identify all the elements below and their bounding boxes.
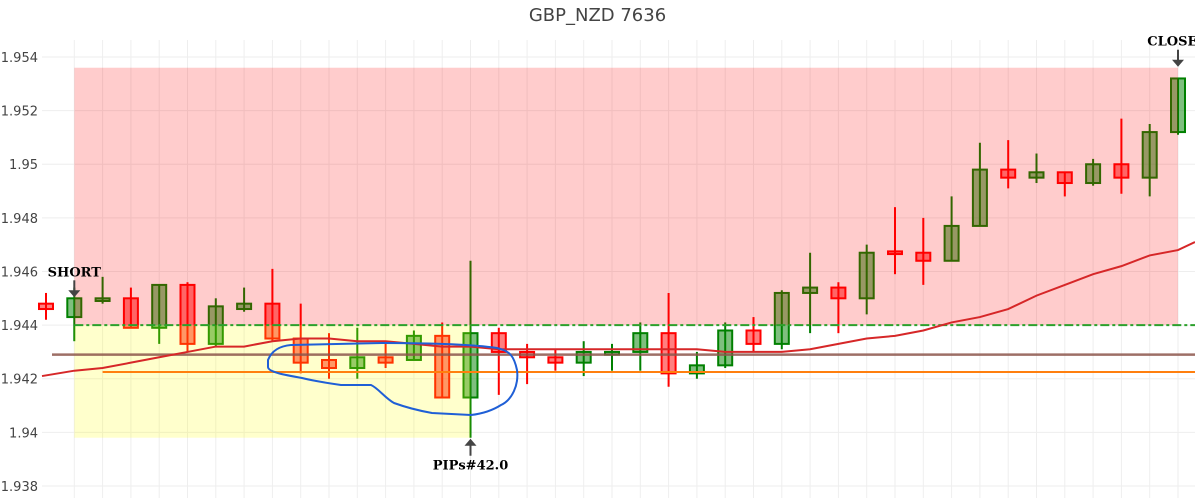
candle-body (745, 329, 762, 345)
zones (74, 67, 1178, 438)
candle-body (122, 297, 139, 329)
candle-body (575, 350, 592, 364)
candle-body (632, 332, 649, 353)
arrow-head-icon (1172, 59, 1184, 67)
annotation-label: PIPs#42.0 (433, 459, 509, 474)
candle-body (547, 356, 564, 364)
arrow-head-icon (68, 290, 81, 298)
candle-body (321, 358, 337, 370)
y-tick-label: 1.948 (1, 212, 38, 227)
candle-body (236, 302, 253, 311)
candle-body (1085, 163, 1102, 185)
candle-body (1056, 171, 1073, 185)
candle-body (462, 332, 479, 399)
y-tick-label: 1.938 (1, 480, 38, 495)
candle-body (943, 224, 960, 262)
candle-body (151, 283, 168, 329)
candles (38, 77, 1186, 438)
arrow-head-icon (464, 438, 477, 446)
candle-body (717, 329, 734, 367)
grid (42, 40, 1195, 498)
annotation-label: CLOSED (1147, 35, 1195, 50)
candle-body (1113, 163, 1130, 179)
candle-body (1170, 77, 1186, 134)
candle-body (660, 332, 677, 375)
annotations: SHORT PIPs#42.0 CLOSED (48, 35, 1195, 474)
y-tick-label: 1.942 (1, 373, 38, 388)
y-tick-label: 1.952 (1, 105, 38, 120)
candle-body (915, 251, 932, 262)
candle-body (38, 302, 54, 311)
candle-body (1141, 131, 1158, 179)
candle-body (830, 286, 847, 300)
candle-body (773, 291, 790, 345)
candle-body (1000, 168, 1017, 179)
y-tick-label: 1.954 (1, 51, 38, 66)
candle-body (1028, 171, 1045, 179)
candle-body (94, 297, 111, 302)
lines (41, 241, 1195, 378)
y-tick-label: 1.94 (9, 426, 38, 441)
candle-body (688, 364, 705, 375)
candle-body (887, 250, 903, 256)
loss-zone (74, 67, 1178, 326)
candle-body (802, 286, 819, 294)
candle-body (434, 334, 451, 399)
candle-body (377, 356, 394, 364)
y-axis: 1.954 1.952 1.95 1.948 1.946 1.944 1.942 1.94 1.… (1, 51, 38, 495)
candle-body (971, 168, 988, 227)
candle-body (66, 297, 83, 319)
candle-body (264, 302, 281, 340)
y-tick-label: 1.946 (1, 265, 38, 280)
freehand-drawing (267, 341, 519, 417)
moving-average-line (41, 241, 1195, 378)
y-tick-label: 1.944 (1, 319, 38, 334)
y-tick-label: 1.95 (9, 158, 38, 173)
chart-title: GBP_NZD 7636 (528, 5, 667, 26)
candle-body (858, 251, 875, 300)
candle-body (349, 356, 366, 370)
annotation-label: SHORT (48, 265, 102, 280)
candle-body (179, 283, 196, 345)
